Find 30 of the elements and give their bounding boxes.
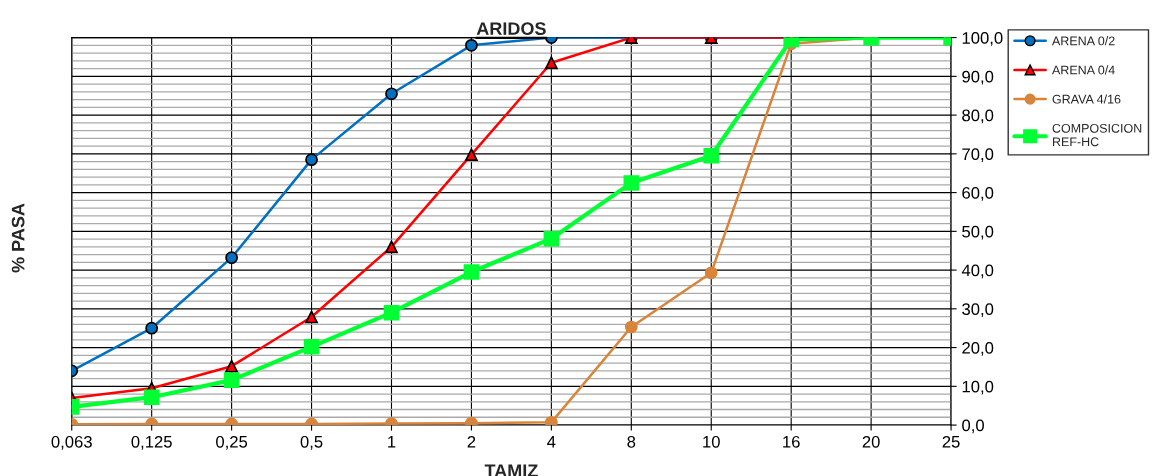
legend-label: ARENA 0/4 xyxy=(1051,65,1115,75)
y-axis-title: % PASA xyxy=(11,203,25,273)
x-tick-label: 16 xyxy=(783,435,800,448)
y-tick-label: 90,0 xyxy=(962,70,994,85)
x-tick-label: 0,25 xyxy=(216,435,248,450)
x-tick-label: 25 xyxy=(942,435,960,448)
legend-label: GRAVA 4/16 xyxy=(1052,94,1121,104)
y-tick-label: 20,0 xyxy=(962,341,994,356)
x-axis-title: TAMIZ xyxy=(484,464,538,476)
y-tick-label: 30,0 xyxy=(962,303,994,317)
y-tick-label: 10,0 xyxy=(962,380,994,395)
chart-title: ARIDOS xyxy=(476,22,546,35)
x-tick-label: 2 xyxy=(467,435,476,448)
legend-label: COMPOSICION REF-HC xyxy=(1052,123,1142,147)
x-tick-label: 4 xyxy=(547,436,556,448)
x-tick-label: 0,125 xyxy=(131,435,172,450)
x-tick-label: 0,5 xyxy=(300,435,323,450)
y-tick-label: 0,0 xyxy=(962,419,984,434)
x-tick-label: 20 xyxy=(862,435,880,448)
y-tick-label: 70,0 xyxy=(962,148,994,163)
legend-label: ARENA 0/2 xyxy=(1051,36,1115,46)
x-tick-label: 8 xyxy=(627,435,636,448)
y-tick-label: 100,0 xyxy=(962,32,1003,46)
x-tick-label: 1 xyxy=(388,436,396,448)
y-tick-label: 40,0 xyxy=(961,264,994,279)
y-tick-label: 50,0 xyxy=(962,225,994,240)
y-tick-label: 60,0 xyxy=(962,186,994,201)
y-tick-label: 80,0 xyxy=(962,109,994,124)
x-tick-label: 0,063 xyxy=(51,435,92,450)
x-tick-label: 10 xyxy=(703,435,720,448)
